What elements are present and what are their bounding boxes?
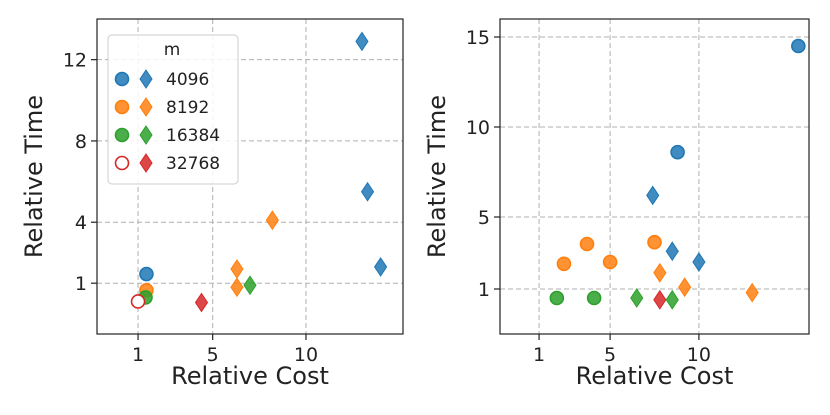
y-axis-title: Relative Time [423, 95, 451, 258]
x-axis-title: Relative Cost [171, 362, 329, 390]
data-point-circle-m8192 [556, 256, 572, 272]
data-point-diamond-m32768 [194, 292, 209, 313]
legend-circle-m16384 [114, 127, 130, 143]
data-point-circle-m32768 [130, 294, 146, 309]
data-point-diamond-m32768 [653, 289, 667, 310]
data-point-diamond-m4096 [355, 31, 369, 52]
data-point-circle-m8192 [647, 234, 662, 250]
data-point-diamond-m4096 [360, 181, 375, 202]
axes-frame [499, 18, 810, 335]
y-tick-label: 5 [478, 207, 490, 229]
legend-diamond-m32768 [139, 153, 153, 173]
data-point-diamond-m16384 [630, 288, 644, 308]
x-tick-label: 10 [687, 344, 711, 366]
data-point-circle-m8192 [579, 236, 595, 252]
x-tick-label: 1 [533, 344, 545, 366]
legend-diamond-m16384 [139, 125, 153, 145]
data-point-diamond-m8192 [678, 277, 692, 298]
axes-frame [96, 18, 404, 335]
data-point-diamond-m8192 [230, 259, 244, 279]
data-point-diamond-m8192 [265, 210, 279, 231]
data-point-circle-m4096 [791, 38, 806, 54]
x-tick-label: 5 [604, 344, 616, 366]
y-tick-label: 8 [75, 131, 87, 153]
legend-diamond-m8192 [139, 97, 153, 117]
data-point-diamond-m8192 [230, 277, 244, 298]
y-tick-label: 1 [478, 279, 490, 301]
data-point-diamond-m4096 [646, 185, 660, 206]
legend-box [107, 34, 239, 185]
x-tick-label: 5 [207, 344, 219, 366]
data-point-circle-m4096 [139, 266, 154, 282]
data-point-circle-m16384 [549, 290, 565, 306]
y-axis-title: Relative Time [20, 95, 48, 258]
data-point-diamond-m4096 [665, 241, 679, 262]
y-tick-label: 15 [466, 27, 490, 49]
legend-diamond-m4096 [139, 69, 153, 89]
legend-entry-label: 16384 [166, 126, 220, 146]
grid [500, 19, 809, 334]
legend-circle-m8192 [114, 99, 130, 115]
data-point-diamond-m8192 [745, 282, 759, 303]
data-point-diamond-m8192 [653, 262, 667, 283]
legend-circle-m4096 [114, 71, 130, 87]
data-point-diamond-m16384 [665, 289, 679, 310]
legend-entry-label: 32768 [166, 154, 220, 174]
y-tick-label: 1 [75, 273, 87, 295]
data-point-diamond-m16384 [243, 275, 257, 296]
data-point-diamond-m4096 [692, 252, 706, 272]
x-tick-label: 10 [294, 344, 318, 366]
y-tick-label: 10 [466, 117, 490, 139]
legend-entry-label: 8192 [166, 98, 209, 118]
legend: m 4096 8192 16384 32768 [107, 34, 239, 185]
data-point-circle-m4096 [670, 144, 685, 160]
x-axis-title: Relative Cost [576, 362, 734, 390]
x-tick-label: 1 [132, 344, 144, 366]
y-tick-label: 4 [75, 212, 87, 234]
legend-circle-m32768 [114, 155, 130, 171]
left-chart-panel: 1 5 10 1 4 8 12 Relative Cost Relative Time [20, 18, 404, 390]
legend-entry-label: 4096 [166, 70, 209, 90]
legend-title: m [164, 40, 181, 60]
data-point-diamond-m4096 [374, 257, 388, 277]
data-point-circle-m8192 [602, 254, 618, 270]
data-point-circle-m16384 [586, 290, 602, 306]
y-tick-label: 12 [63, 50, 87, 72]
